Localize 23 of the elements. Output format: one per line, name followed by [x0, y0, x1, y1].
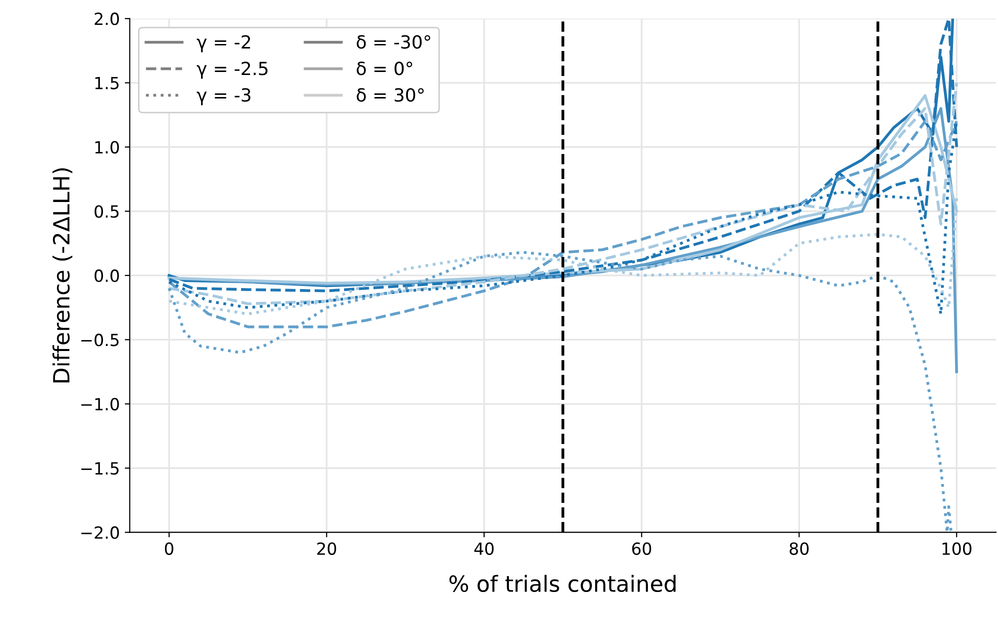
y-tick-label: −2.0 [81, 526, 119, 539]
legend-label: δ = -30° [356, 35, 430, 49]
y-tick-label: −1.0 [81, 398, 119, 410]
x-tick-label: 100 [942, 542, 972, 555]
legend-label: δ = 0° [356, 62, 412, 76]
legend-label: γ = -3 [196, 88, 250, 106]
y-tick-label: 2.0 [94, 12, 119, 26]
legend-label: γ = -2.5 [196, 62, 268, 79]
legend-label: γ = -2 [196, 35, 250, 52]
y-tick-label: 0.0 [94, 269, 119, 282]
x-tick-label: 20 [317, 542, 336, 555]
x-tick-label: 80 [790, 542, 809, 555]
x-tick-label: 0 [164, 542, 174, 555]
y-tick-label: 1.5 [95, 76, 119, 90]
x-tick-label: 60 [632, 542, 652, 555]
y-tick-label: −0.5 [81, 334, 119, 346]
y-axis-title: Difference (-2ΔLLH) [52, 168, 72, 382]
y-tick-label: 0.5 [94, 205, 119, 218]
y-tick-label: 1.0 [95, 140, 119, 154]
x-axis-title: % of trials contained [449, 574, 676, 592]
y-tick-label: −1.5 [81, 462, 119, 475]
legend-label: δ = 30° [356, 88, 424, 102]
x-tick-label: 40 [474, 542, 494, 555]
